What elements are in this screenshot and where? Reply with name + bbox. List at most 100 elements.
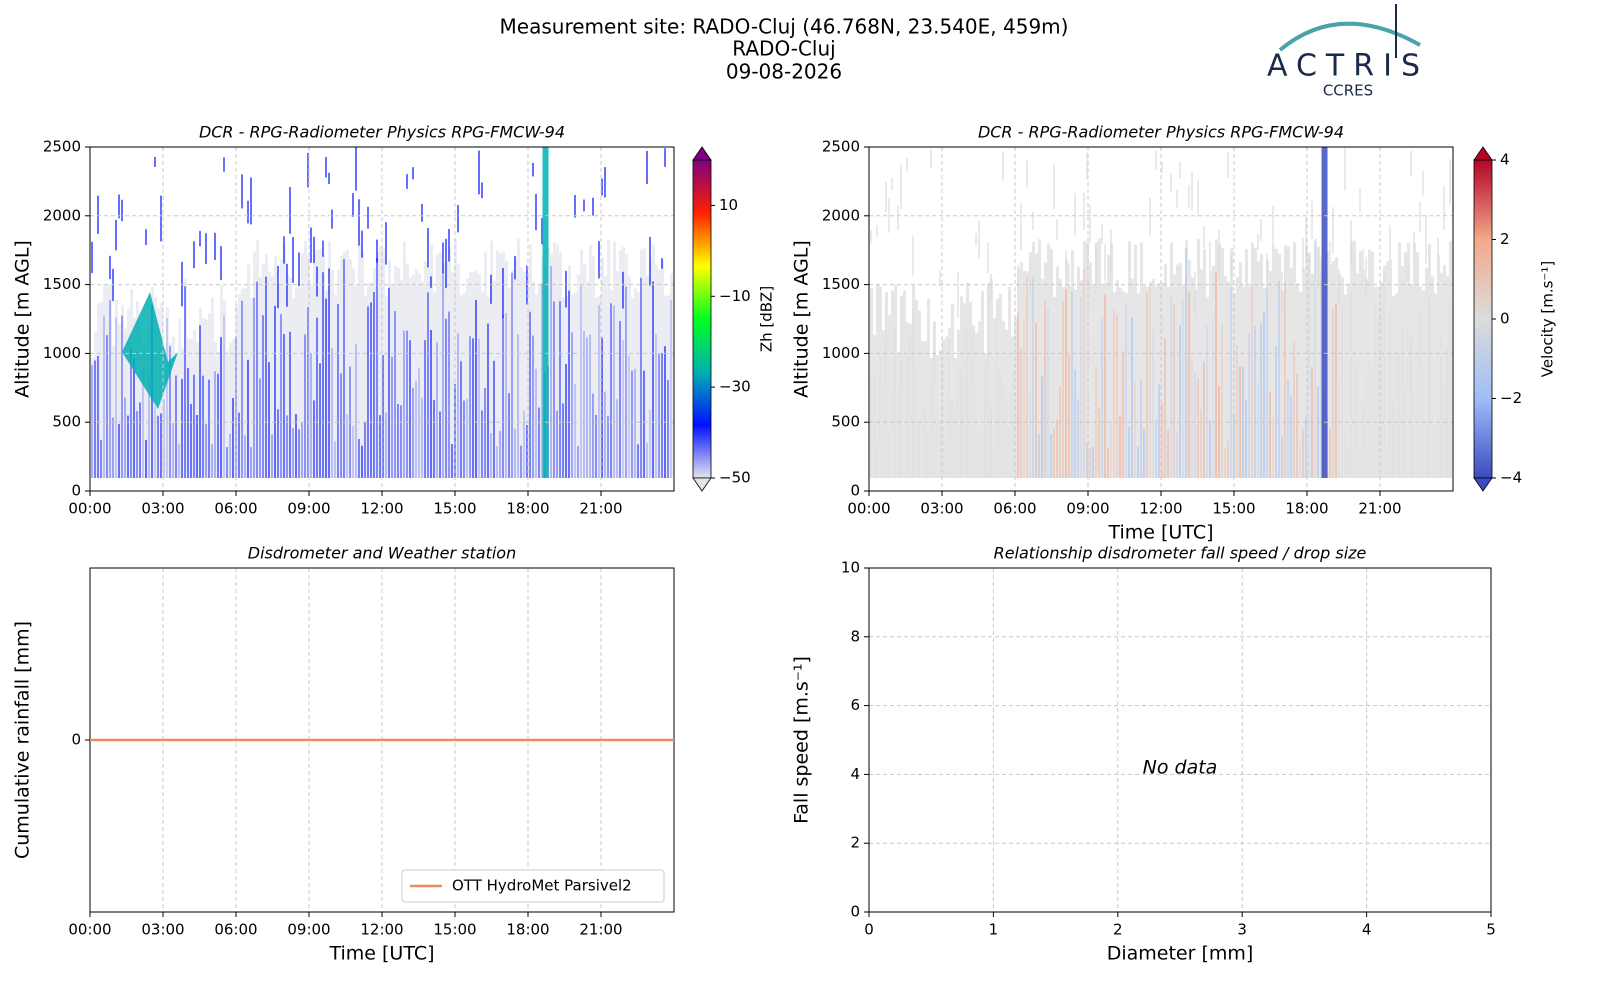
- texture-cell: [1263, 312, 1265, 478]
- texture-cell: [379, 246, 382, 478]
- y-tick-label: 2500: [43, 138, 81, 156]
- texture-cell: [292, 297, 295, 478]
- texture-cell: [472, 338, 474, 478]
- texture-cell: [247, 200, 249, 224]
- texture-cell: [499, 430, 501, 478]
- texture-cell: [466, 278, 469, 478]
- texture-cell: [1194, 371, 1196, 478]
- texture-cell: [172, 423, 174, 478]
- texture-cell: [1125, 304, 1127, 478]
- texture-cell: [1254, 325, 1256, 478]
- texture-cell: [484, 387, 486, 478]
- texture-cell: [280, 259, 283, 478]
- texture-cell: [106, 335, 108, 478]
- texture-cell: [921, 408, 923, 478]
- colorbar-tick-label: 0: [1500, 310, 1510, 328]
- texture-cell: [1344, 294, 1347, 478]
- x-tick-label: 4: [1362, 921, 1372, 939]
- texture-cell: [1308, 254, 1310, 478]
- texture-cell: [634, 368, 636, 478]
- texture-cell: [310, 227, 312, 263]
- texture-cell: [1005, 402, 1007, 478]
- texture-cell: [637, 444, 639, 478]
- texture-cell: [930, 357, 933, 478]
- texture-cell: [223, 157, 225, 172]
- texture-cell: [1377, 317, 1379, 478]
- texture-cell: [169, 342, 172, 478]
- texture-cell: [879, 347, 881, 478]
- texture-cell: [1311, 200, 1313, 239]
- texture-cell: [1320, 256, 1322, 303]
- texture-cell: [100, 440, 102, 478]
- texture-cell: [493, 360, 495, 478]
- texture-cell: [199, 325, 201, 478]
- texture-cell: [448, 247, 451, 478]
- texture-cell: [292, 428, 294, 478]
- texture-cell: [304, 334, 306, 478]
- texture-cell: [430, 330, 432, 478]
- texture-cell: [900, 347, 902, 478]
- texture-cell: [634, 288, 637, 478]
- plot-frame: [868, 146, 1454, 492]
- texture-cell: [948, 339, 950, 478]
- texture-cell: [1287, 379, 1289, 478]
- texture-cell: [229, 342, 232, 478]
- texture-cell: [256, 240, 259, 478]
- texture-cell: [990, 278, 993, 478]
- texture-cell: [553, 242, 556, 478]
- texture-cell: [924, 409, 926, 478]
- texture-cell: [1416, 288, 1418, 478]
- texture-cell: [1197, 378, 1199, 478]
- texture-cell: [1212, 265, 1215, 478]
- texture-cell: [1431, 276, 1434, 478]
- x-tick-label: 03:00: [141, 500, 184, 518]
- texture-cell: [1032, 242, 1035, 478]
- y-tick-label: 1000: [822, 344, 860, 362]
- texture-cell: [1089, 262, 1092, 478]
- texture-cell: [244, 435, 246, 478]
- texture-cell: [1320, 270, 1323, 478]
- texture-cell: [957, 362, 959, 478]
- y-tick-label: 1500: [822, 275, 860, 293]
- colorbar-extend: [1473, 146, 1493, 161]
- texture-cell: [130, 288, 133, 478]
- texture-cell: [1392, 401, 1394, 478]
- texture-cell: [1329, 264, 1332, 478]
- texture-cell: [550, 253, 553, 478]
- texture-cell: [1023, 320, 1025, 478]
- texture-cell: [1167, 429, 1169, 478]
- texture-cell: [532, 162, 534, 177]
- texture-cell: [217, 373, 219, 478]
- texture-cell: [337, 269, 340, 478]
- x-axis-label: Time [UTC]: [1107, 522, 1213, 544]
- texture-cell: [586, 281, 589, 478]
- texture-cell: [1185, 240, 1188, 478]
- texture-cell: [1101, 224, 1103, 244]
- texture-cell: [232, 398, 234, 478]
- x-tick-label: 12:00: [360, 500, 403, 518]
- texture-cell: [1194, 289, 1197, 478]
- texture-cell: [1020, 262, 1023, 478]
- texture-cell: [529, 244, 532, 478]
- texture-cell: [1230, 254, 1232, 279]
- texture-cell: [1092, 284, 1095, 478]
- texture-cell: [457, 263, 460, 478]
- texture-cell: [142, 349, 145, 478]
- texture-cell: [1317, 246, 1320, 478]
- texture-cell: [1425, 267, 1428, 478]
- texture-cell: [1386, 261, 1389, 478]
- legend-label: OTT HydroMet Parsivel2: [452, 877, 632, 895]
- texture-cell: [514, 428, 516, 478]
- texture-cell: [649, 236, 651, 286]
- texture-cell: [340, 373, 342, 478]
- texture-cell: [187, 368, 189, 478]
- texture-cell: [918, 423, 920, 478]
- texture-cell: [909, 331, 911, 478]
- texture-cell: [876, 283, 879, 478]
- texture-cell: [277, 285, 280, 478]
- x-tick-label: 1: [989, 921, 999, 939]
- texture-cell: [1350, 241, 1353, 478]
- colorbar-extend: [692, 477, 712, 492]
- texture-cell: [196, 414, 198, 478]
- y-tick-label: 0: [71, 731, 81, 749]
